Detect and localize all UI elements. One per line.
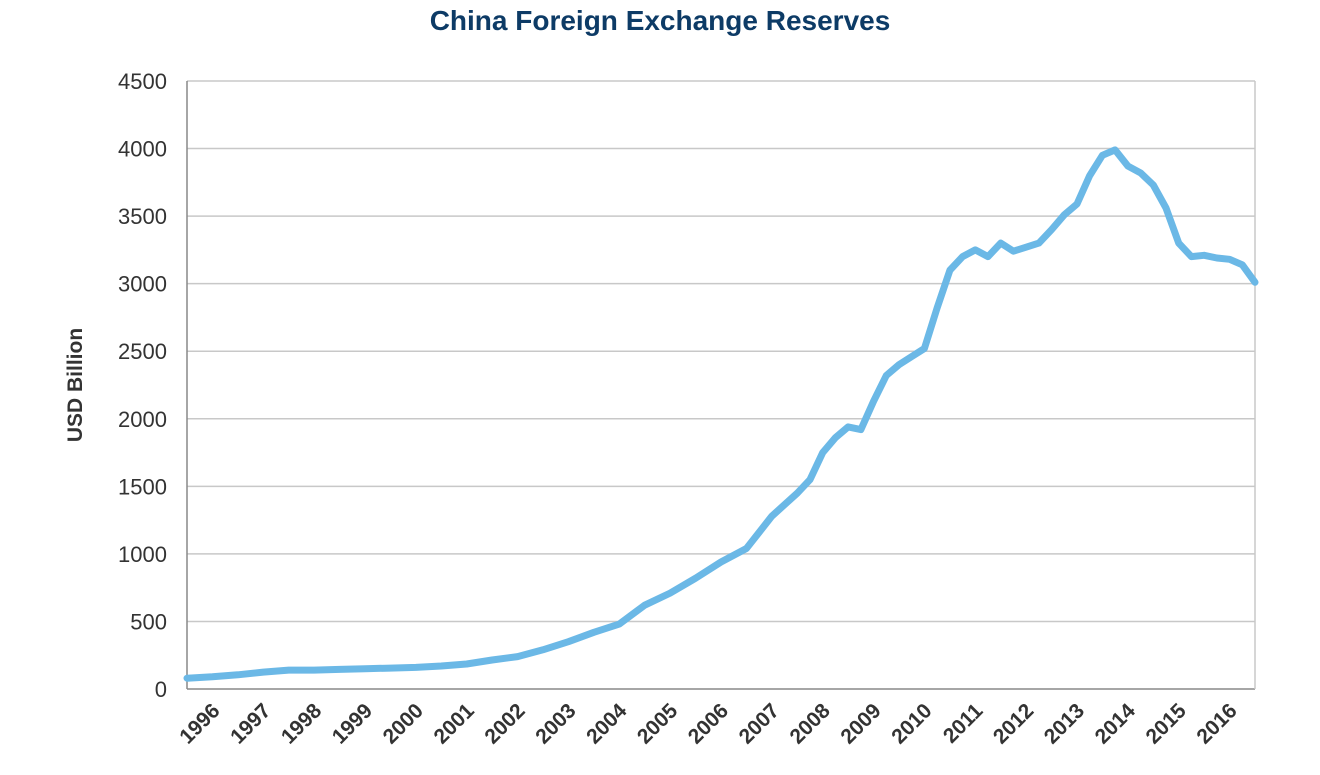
gridlines bbox=[187, 80, 1255, 623]
chart-title: China Foreign Exchange Reserves bbox=[430, 5, 891, 36]
axes bbox=[186, 81, 1256, 690]
x-tick-label: 2011 bbox=[939, 699, 988, 748]
y-tick-label: 3500 bbox=[118, 204, 167, 229]
x-tick-label: 2015 bbox=[1142, 699, 1192, 749]
y-tick-label: 2000 bbox=[118, 407, 167, 432]
x-tick-label: 2014 bbox=[1091, 699, 1141, 749]
x-tick-label: 2009 bbox=[836, 699, 885, 748]
x-tick-label: 2013 bbox=[1040, 699, 1089, 748]
y-tick-label: 500 bbox=[130, 609, 167, 634]
x-tick-label: 2000 bbox=[379, 699, 428, 748]
x-tick-label: 1997 bbox=[226, 699, 275, 748]
x-tick-label: 1996 bbox=[175, 699, 224, 748]
x-tick-label: 2002 bbox=[480, 699, 529, 748]
x-tick-label: 2006 bbox=[684, 699, 733, 748]
x-tick-label: 2007 bbox=[735, 699, 784, 748]
series-layer bbox=[183, 146, 1259, 682]
x-tick-label: 2001 bbox=[430, 699, 480, 749]
y-tick-label: 3000 bbox=[118, 272, 167, 297]
x-tick-label: 2008 bbox=[786, 699, 836, 749]
y-tick-label: 4500 bbox=[118, 69, 167, 94]
x-tick-labels: 1996 1997 1998 1999 2000 2001 2002 2003 2004 2005… bbox=[175, 699, 1241, 749]
x-tick-label: 2003 bbox=[531, 699, 580, 748]
x-tick-label: 2016 bbox=[1192, 699, 1241, 748]
x-tick-label: 1998 bbox=[277, 699, 327, 749]
x-tick-label: 2005 bbox=[633, 699, 683, 749]
y-tick-label: 1500 bbox=[118, 474, 167, 499]
y-tick-label: 2500 bbox=[118, 339, 167, 364]
y-tick-labels: 0 500 1000 1500 2000 2500 3000 3500 4000 4500 bbox=[118, 69, 167, 702]
y-axis-label: USD Billion bbox=[64, 328, 87, 442]
y-tick-label: 4000 bbox=[118, 137, 167, 162]
series-line-0 bbox=[183, 146, 1259, 682]
x-tick-label: 1999 bbox=[328, 699, 377, 748]
y-tick-label: 1000 bbox=[118, 542, 167, 567]
y-tick-label: 0 bbox=[155, 677, 167, 702]
x-tick-label: 2010 bbox=[887, 699, 936, 748]
x-tick-label: 2004 bbox=[582, 699, 632, 749]
x-tick-label: 2012 bbox=[989, 699, 1038, 748]
